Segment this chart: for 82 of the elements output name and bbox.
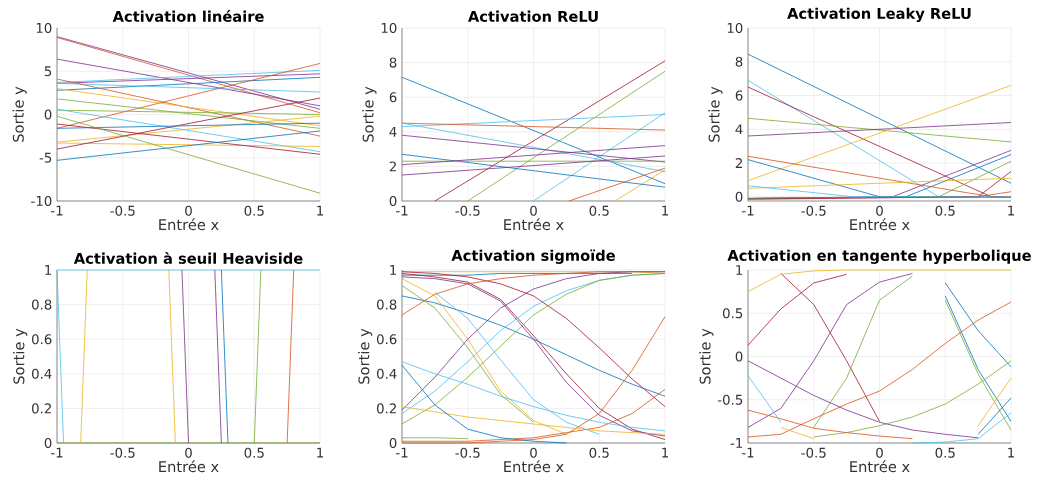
y-axis-title: Sortie y (358, 328, 373, 384)
x-tick-label: 0 (185, 447, 192, 458)
y-axis-title: Sortie y (699, 328, 714, 384)
x-tick-label: 0.5 (935, 447, 955, 458)
y-tick-label: -1 (730, 438, 743, 448)
x-axis-title: Entrée x (850, 460, 910, 473)
y-axis-title: Sortie y (362, 86, 377, 142)
x-axis-title: Entrée x (159, 218, 219, 231)
y-tick-label: 0 (389, 195, 397, 207)
chart-title: Activation en tangente hyperbolique (727, 249, 1031, 264)
y-axis-title: Sortie y (708, 86, 723, 142)
chart-title: Activation ReLU (467, 10, 598, 22)
y-tick-label: 0.8 (376, 299, 397, 310)
x-tick-label: -0.5 (801, 447, 826, 458)
x-tick-label: -0.5 (455, 205, 480, 216)
x-tick-label: -1 (51, 447, 63, 458)
x-tick-label: 0 (876, 447, 883, 458)
y-tick-label: 2 (389, 161, 396, 172)
x-tick-label: -0.5 (455, 447, 480, 458)
y-tick-label: 2 (735, 158, 742, 168)
x-tick-label: 1 (662, 447, 669, 458)
x-tick-label: 0 (530, 205, 537, 216)
x-axis-title: Entrée x (850, 218, 910, 231)
x-tick-label: -0.5 (110, 205, 135, 216)
chart-title: Activation Leaky ReLU (787, 7, 971, 22)
y-tick-label: 8 (735, 56, 743, 67)
x-tick-label: 1 (1008, 447, 1015, 458)
y-tick-label: 5 (44, 66, 52, 77)
y-tick-label: 10 (381, 22, 397, 34)
x-tick-label: 0 (530, 447, 537, 458)
x-tick-label: 0.5 (589, 205, 609, 216)
x-tick-label: 0 (876, 205, 883, 216)
chart-title: Activation linéaire (112, 10, 264, 22)
x-tick-label: 0.5 (244, 205, 264, 216)
x-tick-label: -0.5 (110, 447, 135, 458)
x-axis-title: Entrée x (159, 460, 219, 473)
y-tick-label: 6 (389, 92, 397, 103)
y-tick-label: 1 (390, 265, 397, 275)
x-tick-label: 0 (185, 205, 192, 216)
y-tick-label: 0.4 (376, 368, 397, 379)
x-tick-label: 0.5 (244, 447, 264, 458)
x-tick-label: 1 (1008, 205, 1015, 216)
chart-title: Activation sigmoïde (451, 249, 615, 264)
x-tick-label: -1 (742, 205, 754, 216)
x-tick-label: 1 (317, 447, 324, 458)
y-tick-label: 0 (389, 437, 397, 449)
x-tick-label: -0.5 (801, 205, 826, 216)
y-tick-label: 0.6 (376, 334, 397, 345)
y-tick-label: 0 (44, 437, 52, 449)
x-tick-label: 0.5 (935, 205, 955, 216)
y-tick-label: 10 (36, 22, 52, 34)
y-tick-label: -10 (31, 195, 52, 207)
y-tick-label: 0 (735, 351, 743, 362)
y-tick-label: 0 (44, 109, 52, 120)
y-tick-label: 0.6 (31, 334, 52, 345)
chart-title: Activation à seuil Heaviside (73, 252, 303, 264)
x-tick-label: -1 (742, 447, 754, 458)
x-tick-label: -1 (396, 447, 408, 458)
y-axis-title: Sortie y (12, 86, 27, 142)
y-axis-title: Sortie y (13, 328, 28, 384)
x-axis-title: Entrée x (504, 218, 564, 231)
y-tick-label: -0.5 (717, 394, 743, 405)
y-tick-label: 4 (389, 126, 397, 137)
x-tick-label: 1 (317, 205, 324, 216)
y-tick-label: 0.2 (376, 403, 396, 414)
y-tick-label: 4 (735, 124, 743, 135)
y-tick-label: 8 (389, 57, 397, 68)
x-tick-label: -1 (51, 205, 63, 216)
y-tick-label: 0.8 (31, 299, 52, 310)
x-axis-title: Entrée x (504, 460, 564, 473)
x-tick-label: 0.5 (589, 447, 609, 458)
y-tick-label: 6 (735, 90, 743, 101)
y-tick-label: 0.5 (722, 308, 743, 319)
y-tick-label: 0.4 (31, 368, 52, 379)
y-tick-label: 1 (736, 265, 743, 275)
y-tick-label: 1 (45, 265, 52, 275)
x-tick-label: 1 (662, 205, 669, 216)
y-tick-label: 10 (727, 22, 743, 34)
y-tick-label: -5 (39, 152, 52, 163)
y-tick-label: 0.2 (31, 403, 51, 414)
x-tick-label: -1 (396, 205, 408, 216)
y-tick-label: 0 (735, 191, 743, 202)
